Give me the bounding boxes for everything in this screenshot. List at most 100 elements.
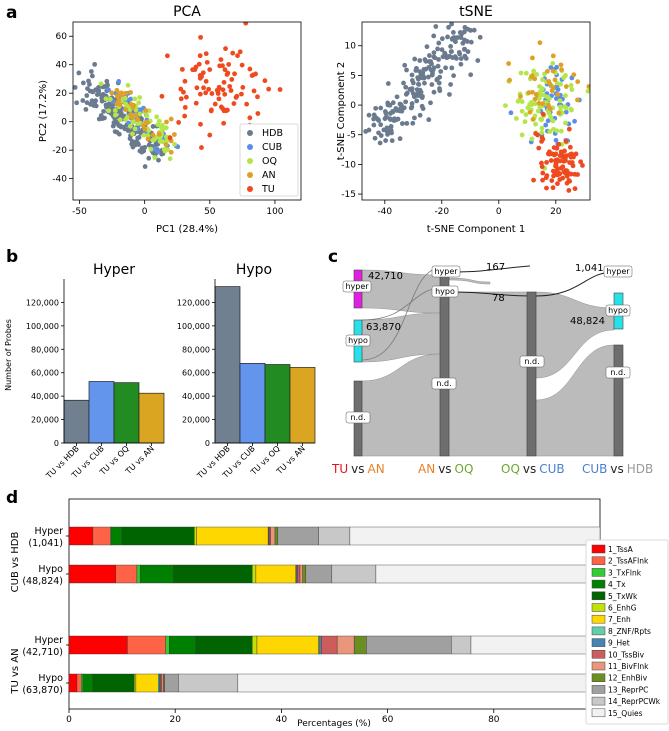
pca-point-hdb [86,78,91,84]
stack-segment-2-tssaflnk [115,564,138,584]
tsne-point-oq [558,128,564,134]
stack-segment-11-bivflnk [336,635,355,655]
tsne-point-hdb [382,109,388,114]
tsne-point-oq [529,100,534,105]
pca-point-hdb [106,101,112,107]
pca-point-tu [232,71,237,77]
tsne-point-tu [554,145,560,151]
pca-point-an [116,97,122,103]
pca-point-an [119,92,124,98]
tsne-point-hdb [439,47,445,53]
tsne-point-tu [558,165,564,171]
tsne-point-tu [580,163,585,168]
pca-point-hdb [104,78,110,84]
tsne-point-hdb [426,53,432,58]
tsne-point-an [537,40,543,46]
tsne-ylabel: t-SNE Component 2 [336,62,347,160]
pca-point-oq [136,100,142,106]
tsne-point-an [507,77,512,83]
pca-point-hdb [142,144,148,150]
sankey-flow-nd-to-hypo-cub [535,291,615,379]
tsne-point-tu [550,185,556,191]
stack-row-count: (42,710) [22,647,63,658]
bar-ylabel: Number of Probes [4,319,13,391]
tsne-point-hdb [371,112,377,118]
pca-point-tu [239,62,245,68]
tsne-point-tu [562,148,567,154]
legend-label-13-reprpc: 13_ReprPC [608,685,648,694]
tsne-point-hdb [401,80,406,86]
tsne-point-an [550,68,556,74]
pca-ytick-label: -20 [52,146,67,156]
pca-point-tu [181,89,186,95]
pca-point-tu [212,101,218,107]
sankey-flow-nd-to-hyper [448,277,491,285]
tsne-point-hdb [439,36,445,42]
pca-xtick-label: 50 [204,207,216,217]
tsne-point-oq [529,136,535,142]
pca-point-oq [137,95,143,100]
stack-segment-12-enhbiv [274,526,278,546]
pca-point-tu [235,53,240,59]
tsne-point-oq [585,88,590,94]
tsne-point-hdb [423,58,429,64]
pca-ylabel: PC2 (17.2%) [38,80,49,142]
pca-point-tu [218,57,224,62]
pca-point-oq [132,126,138,132]
sankey-label-hyper-hdb: hyper [606,267,630,276]
tsne-ytick-label: 10 [345,42,357,52]
tsne-point-tu [554,172,560,177]
legend-swatch-11-bivflnk [591,661,606,671]
tsne-point-oq [523,70,529,76]
pca-point-tu [203,78,209,84]
stack-segment-15-quies [237,673,601,693]
tsne-point-hdb [443,65,448,71]
sankey-num-63870: 63,870 [366,322,401,333]
tsne-point-oq [531,68,537,74]
pca-point-oq [152,155,158,160]
tsne-point-hdb [431,50,437,56]
tsne-point-hdb [416,82,422,87]
tsne-point-cub [543,122,549,128]
tsne-point-hdb [381,127,387,133]
tsne-point-hdb [448,82,454,87]
hypo-ytick-label: 20,000 [182,416,210,425]
tsne-point-hdb [421,74,426,80]
pca-point-tu [243,22,249,26]
pca-point-hdb [156,157,161,163]
tsne-point-tu [567,144,573,150]
tsne-point-oq [539,130,545,135]
tsne-point-tu [548,158,554,163]
tsne-point-oq [535,108,541,114]
tsne-point-hdb [421,67,427,72]
tsne-point-oq [547,129,553,134]
tsne-point-hdb [414,98,420,104]
pca-point-oq [117,117,123,123]
tsne-point-tu [557,177,563,182]
tsne-point-cub [545,118,551,124]
legend-swatch-5-txwk [591,591,606,601]
hyper-bar-0 [63,399,90,444]
tsne-point-tu [564,153,569,159]
stack-segment-1-tssa [68,673,78,693]
pca-point-tu [209,91,215,96]
pca-point-tu [216,96,222,102]
stack-segment-1-tssa [68,526,94,546]
tsne-point-oq [503,103,508,108]
tsne-point-an [532,96,538,102]
tsne-point-an [530,55,535,61]
pca-point-hdb [116,131,122,137]
tsne-point-hdb [450,55,456,60]
tsne-ytick-label: -5 [347,131,356,141]
tsne-point-cub [555,87,561,92]
hypo-ytick-label: 120,000 [177,298,210,307]
pca-point-tu [226,62,232,67]
pca-legend-marker-tu [247,186,253,192]
hypo-ytick-label: 0 [205,439,210,448]
tsne-point-hdb [422,80,427,86]
pca-point-tu [208,108,214,114]
tsne-point-oq [558,81,564,87]
tsne-point-hdb [385,81,391,86]
stack-segment-6-enhg [251,635,258,655]
pca-point-tu [203,51,209,57]
